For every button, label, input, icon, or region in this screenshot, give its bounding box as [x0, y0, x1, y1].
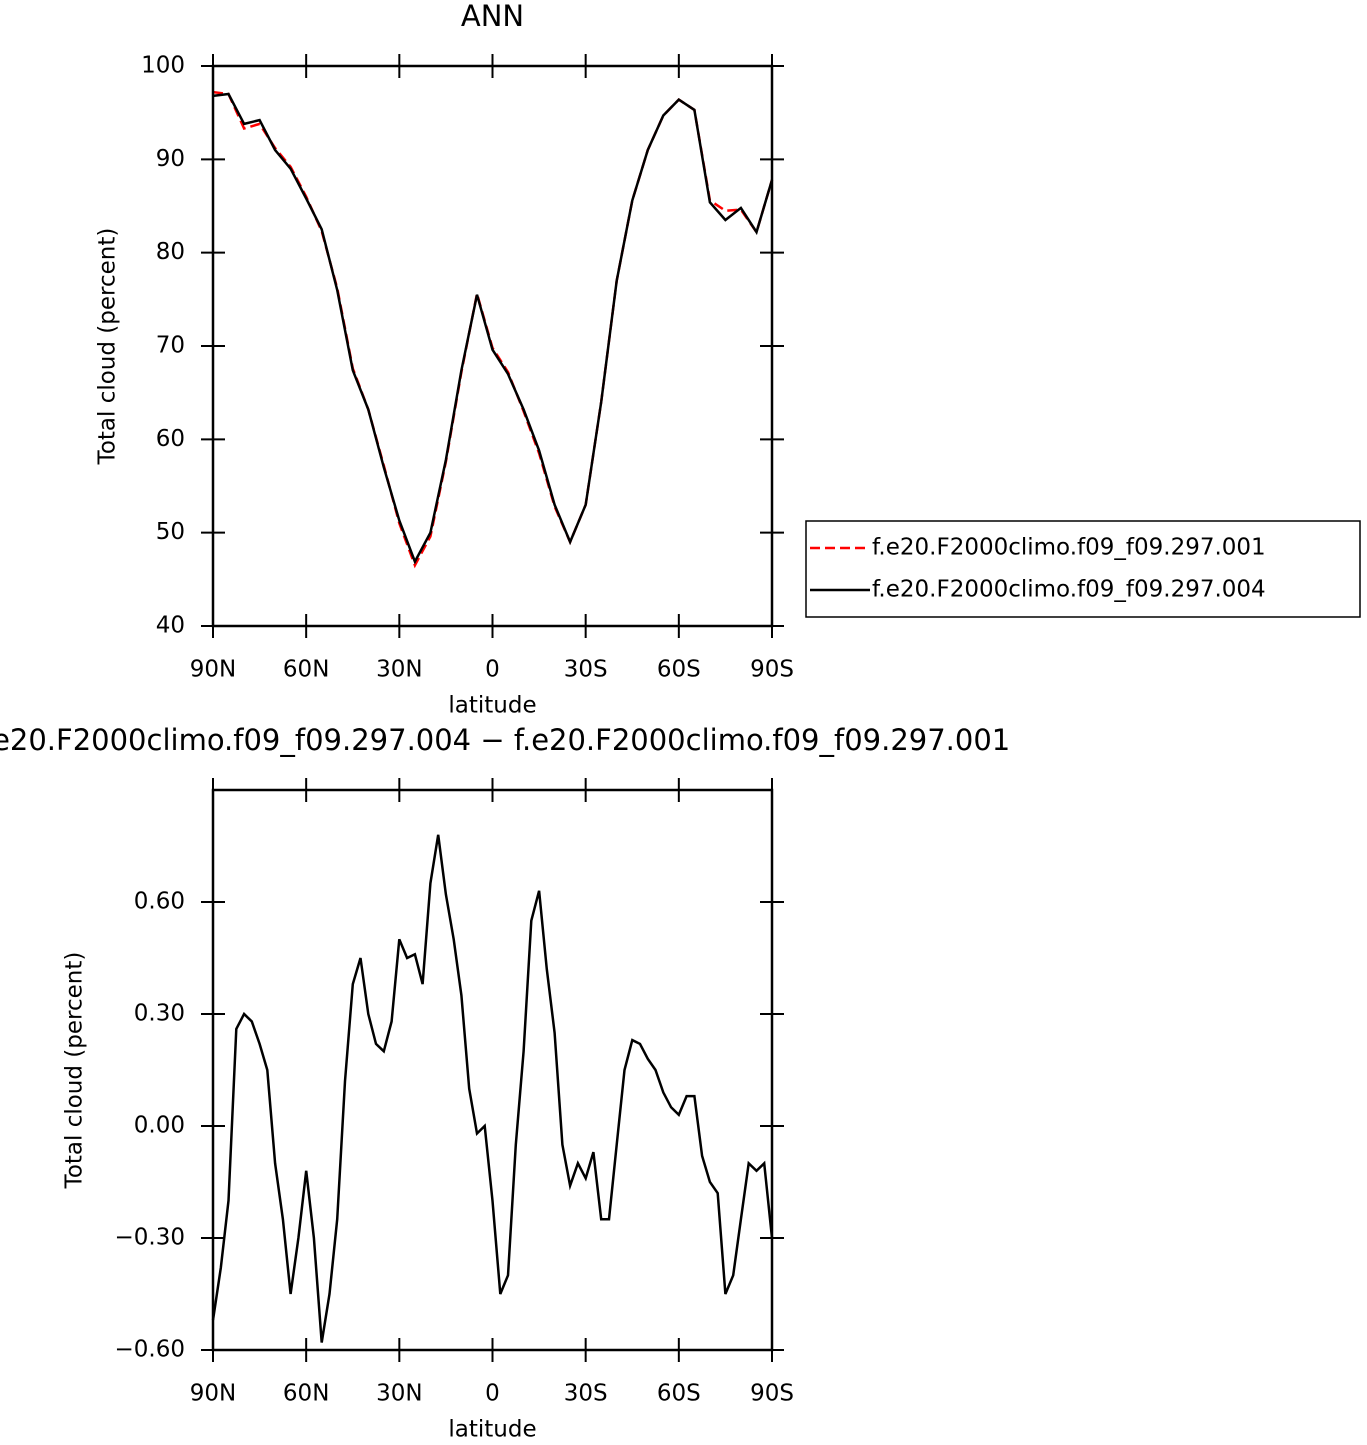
x-tick-label: 30N	[376, 657, 422, 683]
y-tick-label: 0.30	[134, 1001, 185, 1027]
x-tick-label: 0	[485, 657, 500, 683]
y-tick-label: 0.60	[134, 889, 185, 915]
data-line	[212, 90, 774, 569]
y-axis-label: Total cloud (percent)	[95, 228, 121, 466]
chart-title: ANN	[461, 0, 524, 33]
x-axis-label: latitude	[448, 693, 536, 719]
data-line	[212, 92, 774, 565]
data-line	[211, 834, 774, 1343]
legend-label: f.e20.F2000climo.f09_f09.297.004	[872, 577, 1266, 603]
x-tick-label: 90N	[190, 1381, 236, 1407]
y-tick-label: 60	[156, 426, 185, 452]
legend-box	[805, 520, 1361, 618]
x-axis-label: latitude	[448, 1417, 536, 1443]
y-tick-label: 100	[141, 53, 185, 79]
y-tick-label: −0.60	[115, 1337, 185, 1363]
plot-frame	[211, 788, 774, 1352]
y-tick-label: −0.30	[115, 1225, 185, 1251]
y-tick-label: 40	[156, 613, 185, 639]
x-tick-label: 30N	[376, 1381, 422, 1407]
y-tick-label: 0.00	[134, 1113, 185, 1139]
x-tick-label: 90N	[190, 657, 236, 683]
y-tick-label: 80	[156, 239, 185, 265]
y-tick-label: 70	[156, 333, 185, 359]
x-tick-label: 60N	[283, 657, 329, 683]
x-tick-label: 60S	[657, 657, 701, 683]
plot-frame	[211, 64, 774, 628]
chart-title: f.e20.F2000climo.f09_f09.297.004 − f.e20…	[0, 723, 1010, 757]
x-tick-label: 60S	[657, 1381, 701, 1407]
x-tick-label: 90S	[750, 1381, 794, 1407]
y-tick-label: 90	[156, 146, 185, 172]
x-tick-label: 0	[485, 1381, 500, 1407]
x-tick-label: 30S	[564, 1381, 608, 1407]
y-axis-label: Total cloud (percent)	[62, 952, 88, 1190]
x-tick-label: 60N	[283, 1381, 329, 1407]
y-tick-label: 50	[156, 519, 185, 545]
x-tick-label: 90S	[750, 657, 794, 683]
x-tick-label: 30S	[564, 657, 608, 683]
legend-label: f.e20.F2000climo.f09_f09.297.001	[872, 535, 1266, 561]
